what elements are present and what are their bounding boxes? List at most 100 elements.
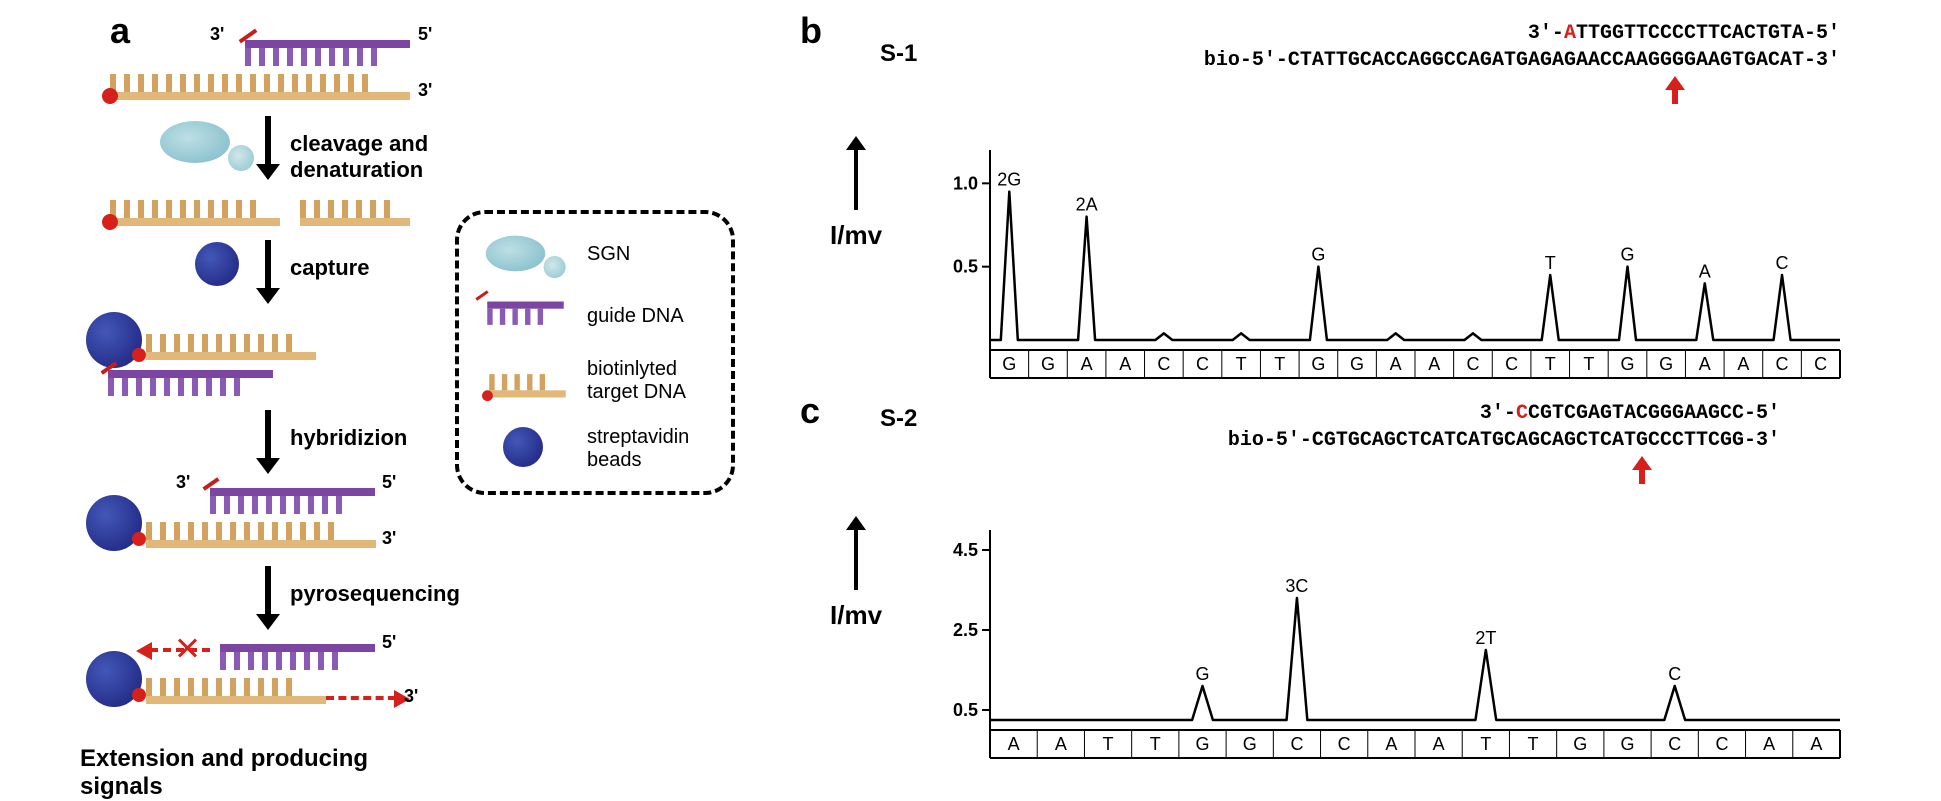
svg-text:G: G: [1659, 354, 1673, 374]
target-frag-right: [300, 196, 410, 226]
bead-icon: [195, 242, 239, 286]
svg-text:C: C: [1338, 734, 1351, 754]
svg-text:C: C: [1776, 253, 1789, 273]
svg-text:0.5: 0.5: [953, 700, 978, 720]
end-5prime-top: 5': [382, 632, 396, 653]
step2-label: capture: [290, 255, 369, 281]
arrow-down-icon: [265, 410, 271, 460]
svg-text:G: G: [1243, 734, 1257, 754]
end-3prime-top: 3': [210, 24, 224, 45]
seq-pre: 3'-: [1480, 402, 1516, 425]
legend-biotin: biotinlyted target DNA: [473, 358, 717, 404]
captured-dna: [146, 330, 316, 360]
svg-text:A: A: [1081, 354, 1093, 374]
captured-dna: [146, 518, 376, 548]
panel-b-label: b: [800, 10, 822, 52]
svg-text:G: G: [1041, 354, 1055, 374]
svg-text:G: G: [1620, 734, 1634, 754]
biotin-dna-icon: [489, 371, 566, 398]
svg-text:A: A: [1390, 354, 1402, 374]
arrow-down-icon: [265, 240, 271, 290]
svg-text:1.0: 1.0: [953, 173, 978, 193]
svg-text:A: A: [1737, 354, 1749, 374]
svg-text:G: G: [1195, 664, 1209, 684]
svg-text:T: T: [1150, 734, 1161, 754]
svg-text:C: C: [1668, 664, 1681, 684]
svg-text:A: A: [1699, 261, 1711, 281]
seq-bot-c: bio-5'-CGTGCAGCTCATCATGCAGCAGCTCATGCCCTT…: [1228, 427, 1780, 454]
svg-text:G: G: [1620, 245, 1634, 265]
guide-dna-icon: [487, 302, 564, 329]
svg-text:A: A: [1763, 734, 1775, 754]
seq-top-b: 3'-ATTGGTTCCCCTTCACTGTA-5': [1204, 20, 1840, 47]
mismatch-arrow-icon: [1632, 456, 1652, 484]
svg-text:A: A: [1810, 734, 1822, 754]
legend-guide-text: guide DNA: [587, 305, 684, 328]
svg-text:T: T: [1545, 354, 1556, 374]
svg-text:2A: 2A: [1076, 195, 1098, 215]
arrow-down-icon: [265, 566, 271, 616]
step3-row: [90, 310, 440, 400]
svg-text:A: A: [1699, 354, 1711, 374]
panel-a: a 3' 5' 3' cle: [60, 10, 750, 770]
legend-sgn-text: SGN: [587, 243, 630, 266]
seq-block-b: 3'-ATTGGTTCCCCTTCACTGTA-5' bio-5'-CTATTG…: [1204, 20, 1840, 74]
step4-label: pyrosequencing: [290, 581, 460, 607]
biotin-dot-icon: [132, 532, 146, 546]
legend-bead: streptavidin beads: [473, 426, 717, 472]
legend-guide: guide DNA: [473, 296, 717, 336]
panel-c: c S-2 3'-CCGTCGAGTACGGGAAGCC-5' bio-5'-C…: [800, 390, 1880, 760]
y-axis-arrow-icon: [854, 530, 858, 590]
hybridized-guide: [210, 488, 375, 518]
seq-mismatch: A: [1564, 22, 1576, 45]
svg-text:G: G: [1195, 734, 1209, 754]
svg-text:A: A: [1008, 734, 1020, 754]
svg-text:A: A: [1055, 734, 1067, 754]
guide-dna: [245, 40, 410, 70]
svg-text:A: A: [1385, 734, 1397, 754]
bead-icon: [503, 427, 543, 467]
seq-post: TTGGTTCCCCTTCACTGTA-5': [1576, 22, 1840, 45]
svg-text:0.5: 0.5: [953, 257, 978, 277]
captured-dna: [146, 674, 326, 704]
svg-text:G: G: [1311, 354, 1325, 374]
legend-sgn: SGN: [473, 234, 717, 274]
pyrogram-c: 0.52.54.5G3C2TCAATTGGCCAATTGGCCAA: [930, 510, 1850, 760]
legend-box: SGN guide DNA biotinlyted target DNA: [455, 210, 735, 495]
biotin-dot-icon: [102, 214, 118, 230]
extending-guide: [220, 644, 375, 674]
svg-text:C: C: [1715, 734, 1728, 754]
panel-b: b S-1 3'-ATTGGTTCCCCTTCACTGTA-5' bio-5'-…: [800, 10, 1880, 380]
svg-text:2T: 2T: [1475, 628, 1496, 648]
svg-text:2.5: 2.5: [953, 620, 978, 640]
svg-text:T: T: [1480, 734, 1491, 754]
mismatch-arrow-icon: [1665, 76, 1685, 104]
blocked-x-icon: [175, 636, 199, 660]
pyrogram-b: 0.51.02G2AGTGACGGAACCTTGGAACCTTGGAACC: [930, 130, 1850, 380]
svg-text:C: C: [1776, 354, 1789, 374]
bottom-caption: Extension and producing signals: [80, 745, 440, 801]
panel-bc-wrap: b S-1 3'-ATTGGTTCCCCTTCACTGTA-5' bio-5'-…: [800, 10, 1920, 770]
step4-row: 3' 5' 3': [90, 480, 440, 556]
sgn-icon: [160, 121, 250, 169]
end-3prime-bot: 3': [382, 528, 396, 549]
svg-text:C: C: [1157, 354, 1170, 374]
free-guide-dna: [108, 370, 273, 400]
end-5prime-top: 5': [418, 24, 432, 45]
svg-text:T: T: [1103, 734, 1114, 754]
step5-row: 5' 3': [90, 636, 440, 716]
svg-text:G: G: [1573, 734, 1587, 754]
step1-row: 3' 5' 3': [90, 30, 440, 106]
svg-text:T: T: [1236, 354, 1247, 374]
biotin-dot-icon: [102, 88, 118, 104]
svg-text:C: C: [1668, 734, 1681, 754]
ylabel-b: I/mv: [830, 220, 882, 251]
svg-text:T: T: [1583, 354, 1594, 374]
svg-text:A: A: [1119, 354, 1131, 374]
flap-icon: [475, 290, 488, 300]
end-3prime-bot: 3': [418, 80, 432, 101]
pyrogram-svg-b: 0.51.02G2AGTGACGGAACCTTGGAACCTTGGAACC: [930, 130, 1850, 380]
target-frag-left: [110, 196, 280, 226]
seq-bot-b: bio-5'-CTATTGCACCAGGCCAGATGAGAGAACCAAGGG…: [1204, 47, 1840, 74]
end-3prime-bot: 3': [404, 686, 418, 707]
